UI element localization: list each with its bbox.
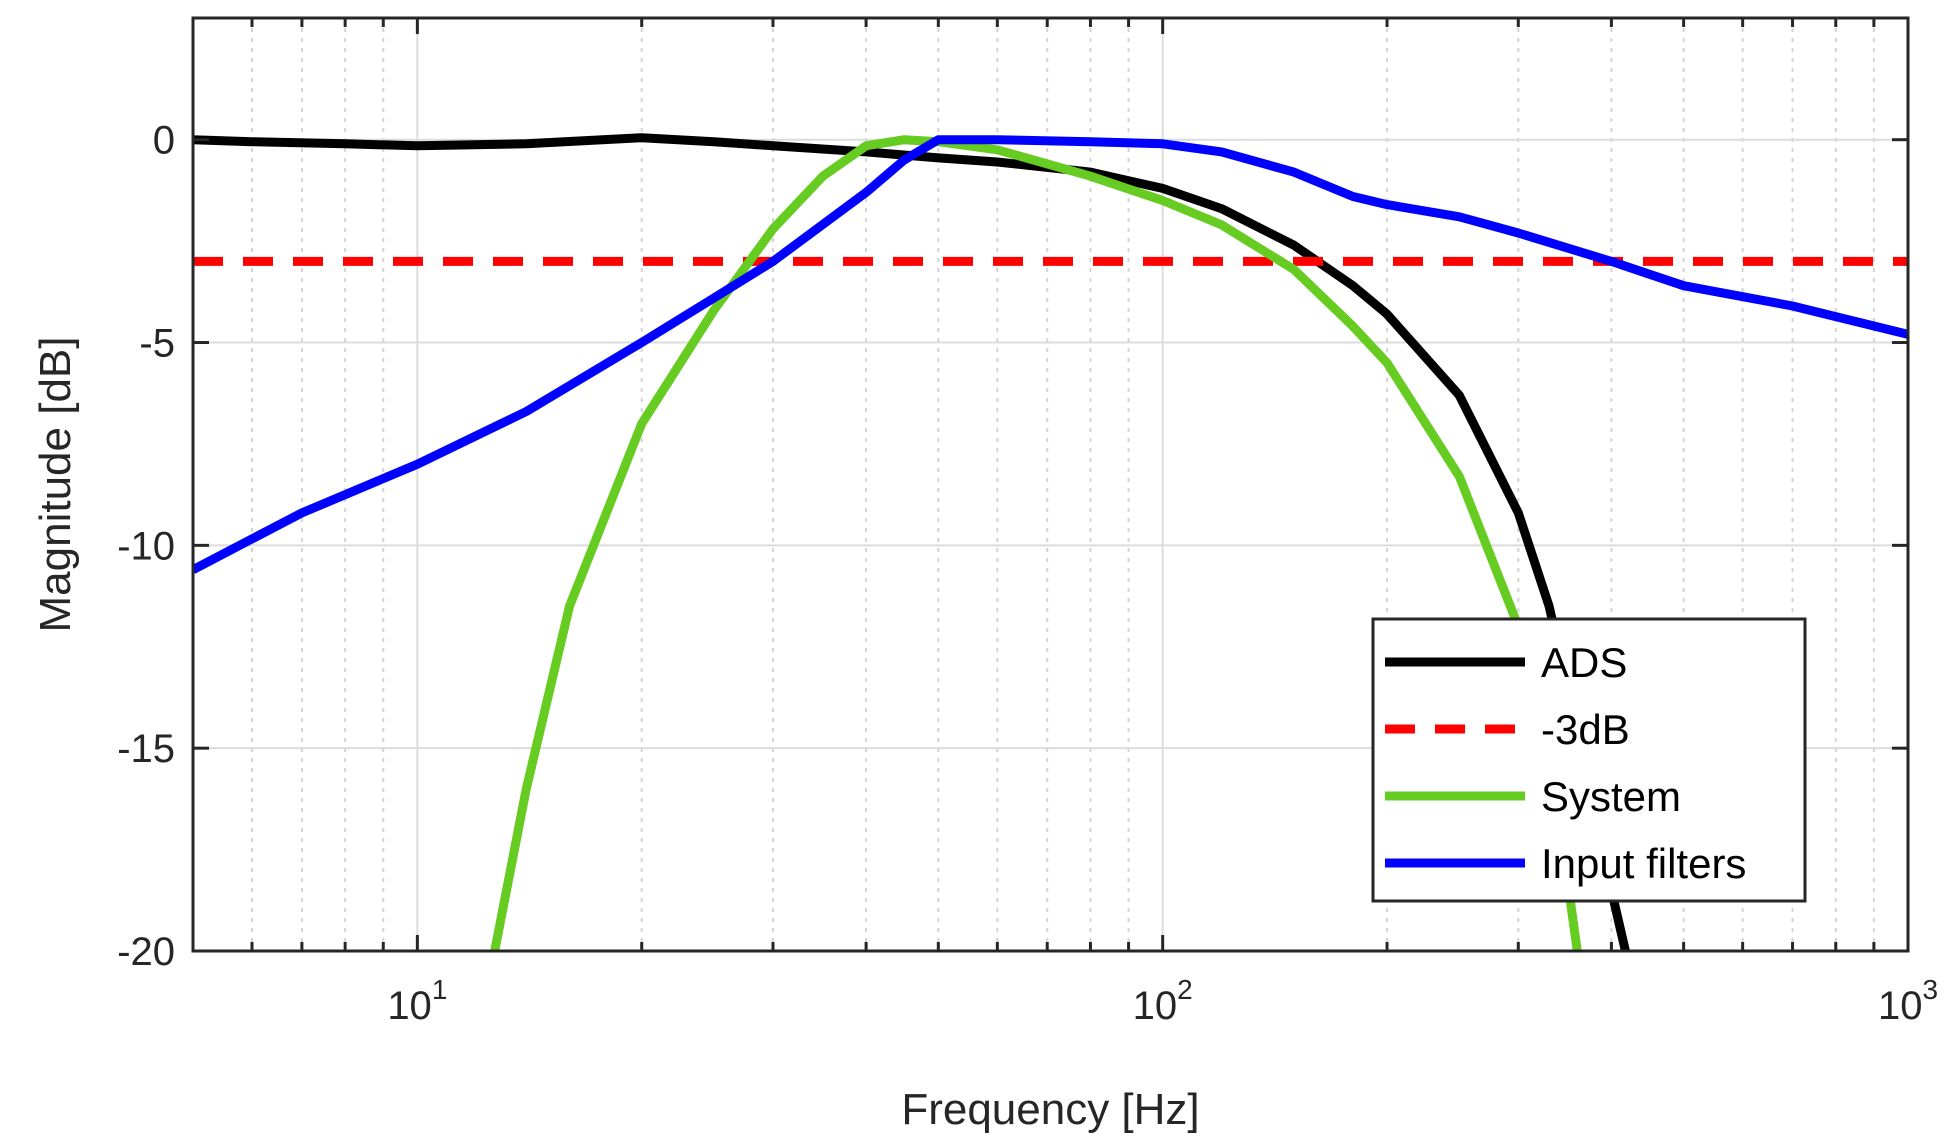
y-tick-label: -5 [139,322,175,366]
series-line-system [490,135,1582,951]
y-tick-label: -15 [117,727,175,771]
axis-ticks: 0 -5 -10 -15 -20 101 102 103 [117,18,1938,1028]
y-tick-label: 0 [153,119,175,163]
y-tick-label: -20 [117,930,175,974]
x-tick-label: 101 [387,974,447,1028]
x-axis-label: Frequency [Hz] [901,1085,1199,1134]
plot-frame [191,16,1910,953]
x-tick-label: 102 [1133,974,1193,1028]
x-tick-label: 103 [1878,974,1938,1028]
y-tick-label: -10 [117,524,175,568]
legend-entry-label: Input filters [1541,840,1746,887]
series-group [193,133,1908,951]
legend-entry-label: System [1541,773,1681,820]
series-line-input-filters [193,135,1908,574]
y-axis-label: Magnitude [dB] [31,337,80,633]
legend-entry-label: -3dB [1541,706,1630,753]
series-lines [193,133,1908,951]
legend-entry-label: ADS [1541,639,1627,686]
legend: ADS -3dB System Input filters [1371,617,1807,903]
